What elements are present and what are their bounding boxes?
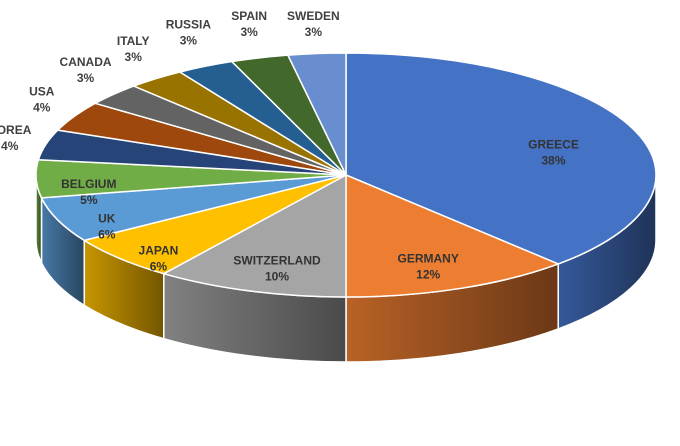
slice-label-korea: KOREA <box>0 123 32 137</box>
slice-label-greece: GREECE <box>528 138 579 152</box>
slice-label-germany: GERMANY <box>397 252 458 266</box>
slice-label-spain: SPAIN <box>231 9 267 23</box>
slice-label-japan: JAPAN <box>139 243 179 257</box>
slice-value-sweden: 3% <box>305 25 323 39</box>
slice-value-uk: 6% <box>98 227 116 241</box>
slice-label-russia: RUSSIA <box>166 17 212 31</box>
slice-value-korea: 4% <box>1 139 19 153</box>
slice-value-spain: 3% <box>240 25 258 39</box>
pie-slice-switzerland <box>163 174 347 298</box>
slice-label-belgium: BELGIUM <box>61 177 116 191</box>
slice-value-russia: 3% <box>180 33 198 47</box>
slice-label-usa: USA <box>29 85 55 99</box>
pie-slice-germany <box>345 174 559 298</box>
pie-slice-greece <box>345 52 657 265</box>
slice-value-usa: 4% <box>33 101 51 115</box>
slice-value-italy: 3% <box>125 50 143 64</box>
slice-value-switzerland: 10% <box>265 270 289 284</box>
pie-slice-sweden <box>287 52 347 176</box>
slice-value-germany: 12% <box>416 268 440 282</box>
slice-label-uk: UK <box>98 211 116 225</box>
slice-value-greece: 38% <box>542 154 566 168</box>
slice-label-sweden: SWEDEN <box>287 9 340 23</box>
slice-label-switzerland: SWITZERLAND <box>233 254 321 268</box>
slice-value-canada: 3% <box>77 71 95 85</box>
slice-label-italy: ITALY <box>117 34 150 48</box>
slice-value-japan: 6% <box>150 259 168 273</box>
slice-value-belgium: 5% <box>80 193 98 207</box>
slice-label-canada: CANADA <box>60 55 112 69</box>
